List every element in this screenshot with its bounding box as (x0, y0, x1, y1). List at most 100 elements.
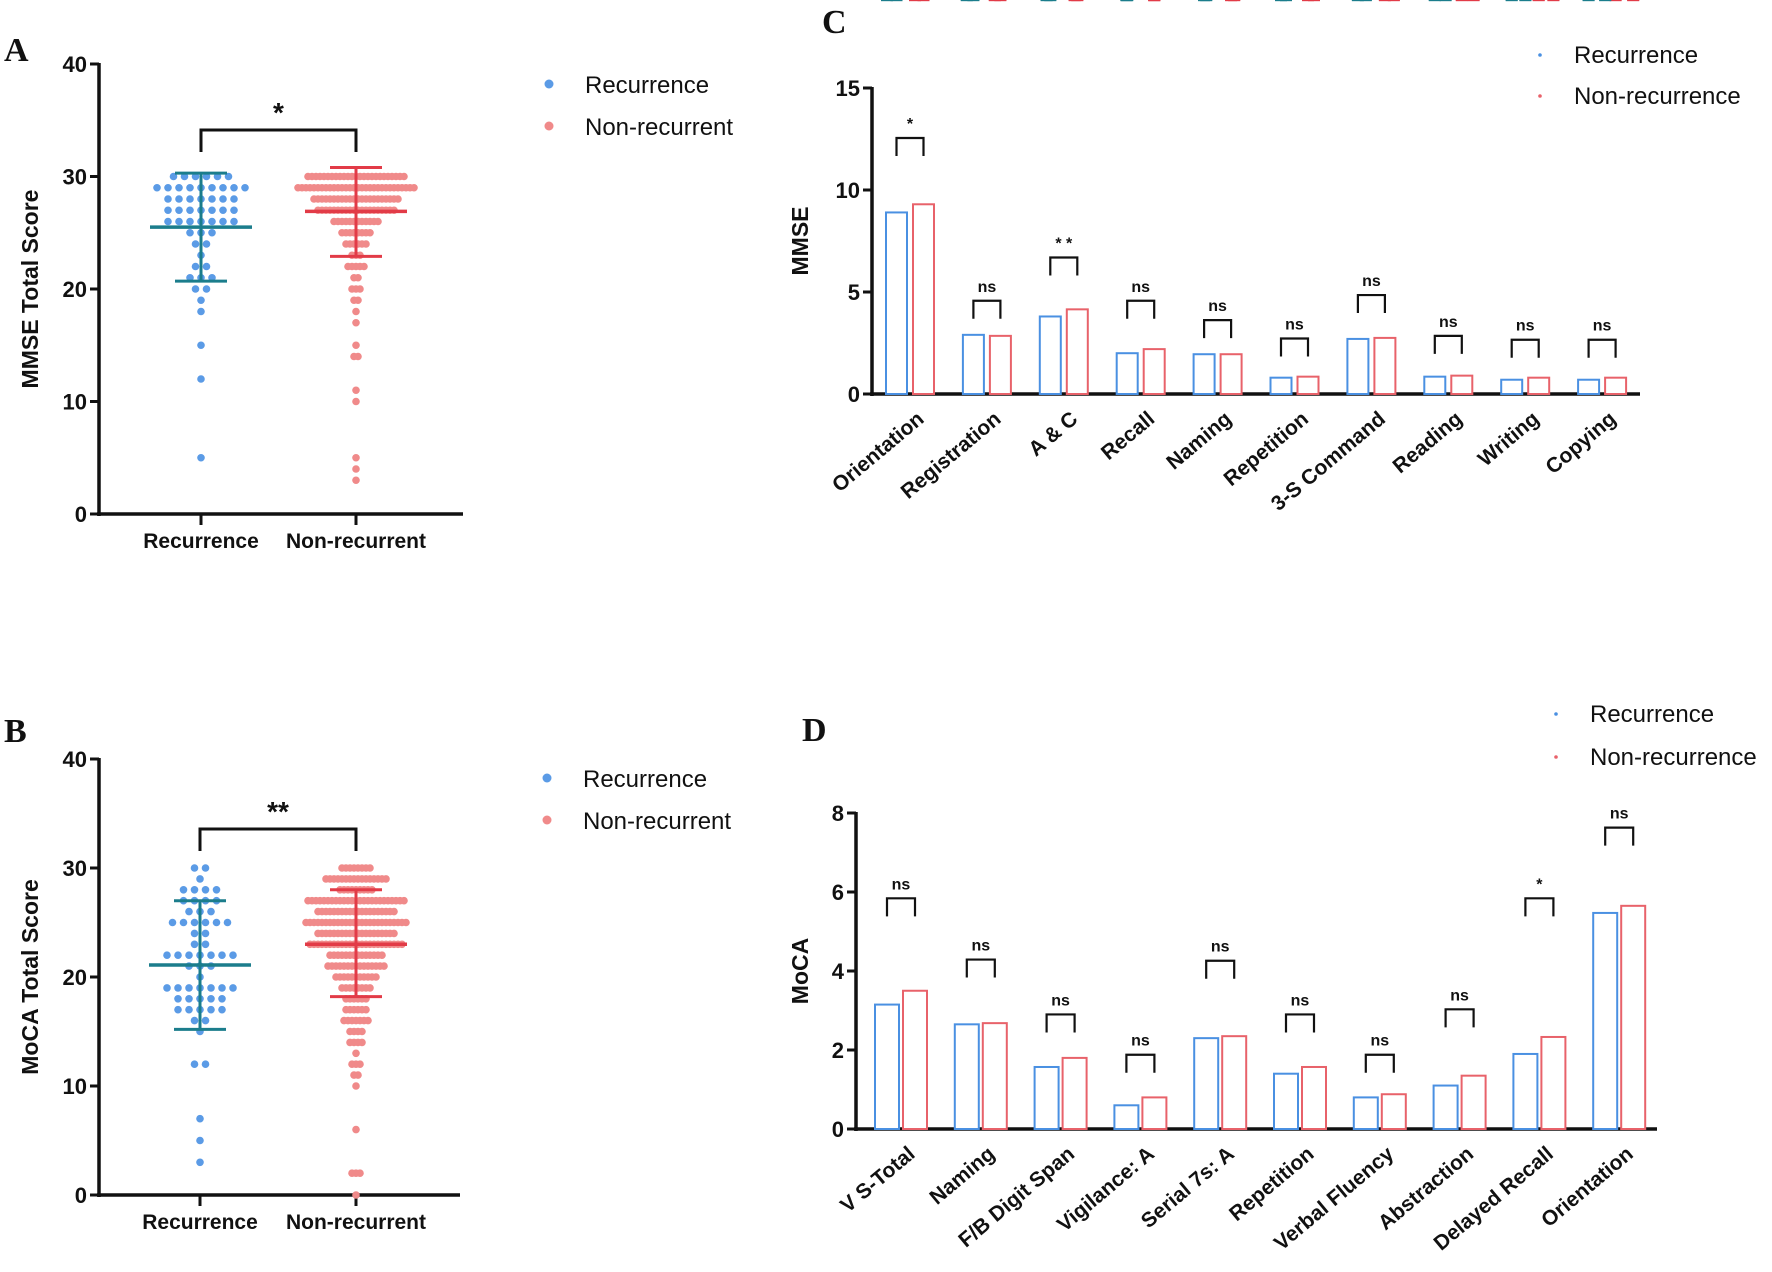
bar-non-recurrence (1141, 1096, 1168, 1131)
y-tick-label: 30 (63, 856, 87, 881)
y-tick-label: 10 (63, 1074, 87, 1099)
bar-recurrence (1269, 376, 1293, 395)
bar-recurrence (1512, 1052, 1539, 1130)
data-point (174, 995, 182, 1003)
data-point (212, 918, 221, 927)
y-tick-label: 40 (63, 52, 87, 77)
significance-bracket (1587, 338, 1617, 358)
bar-non-recurrence (1061, 1056, 1088, 1131)
data-point (163, 951, 171, 959)
data-point (352, 1125, 360, 1134)
legend-label: Non-recurrent (585, 114, 733, 141)
y-tick-label: 0 (75, 502, 87, 527)
significance-bracket (1205, 959, 1236, 979)
x-tick-label: A & C (1024, 407, 1082, 461)
data-point (390, 929, 398, 938)
data-point (358, 1027, 366, 1036)
bar-recurrence (1192, 353, 1216, 395)
bar-recurrence (1273, 1072, 1299, 1130)
x-tick-label: Writing (1474, 407, 1544, 471)
data-point (185, 984, 193, 992)
significance-label: * (907, 116, 914, 133)
data-point (219, 206, 227, 215)
y-tick-label: 0 (848, 382, 860, 407)
data-point (190, 918, 199, 927)
data-point (185, 1005, 193, 1014)
data-point (362, 240, 370, 248)
data-point (354, 273, 362, 282)
significance-bracket (1279, 337, 1310, 357)
significance-bracket (1524, 897, 1555, 917)
data-point (197, 341, 205, 350)
panel-b-moca-scatter: 0 10 20 30 40 MoCA Total Score Recurrence Non-r… (17, 747, 731, 1234)
bar-non-recurrence (1540, 1035, 1567, 1130)
panel-label-c: C (822, 4, 847, 41)
legend-marker-non-recurrent (542, 815, 552, 825)
data-point (410, 183, 418, 192)
data-point (218, 951, 226, 959)
bar-recurrence (885, 211, 908, 395)
data-point (202, 240, 211, 248)
bar-non-recurrence (1065, 308, 1089, 395)
y-axis-title: MoCA (787, 938, 813, 1004)
data-point (190, 886, 199, 894)
data-point (197, 307, 205, 316)
data-point (190, 940, 199, 949)
y-tick-label: 10 (836, 178, 860, 203)
data-point (352, 386, 360, 395)
significance-bracket (199, 128, 358, 152)
data-point (164, 195, 172, 203)
data-point (191, 285, 200, 293)
data-point (197, 453, 205, 462)
data-point (354, 296, 362, 305)
bar-non-recurrence (1380, 1093, 1407, 1130)
x-tick-label: Recurrence (143, 530, 259, 553)
data-point (360, 262, 368, 271)
data-point (378, 951, 386, 959)
data-point (230, 183, 238, 192)
significance-bracket (1510, 338, 1540, 358)
data-point (185, 907, 193, 916)
data-point (354, 1071, 362, 1079)
data-point (201, 864, 210, 872)
y-tick-label: 15 (836, 76, 860, 101)
data-point (208, 183, 216, 192)
legend-marker-non-recurrent (544, 121, 554, 131)
y-tick-label: 40 (63, 747, 87, 772)
legend-marker-recurrence (1554, 712, 1558, 716)
data-point (223, 918, 232, 927)
significance-bracket (1284, 1013, 1316, 1033)
panel-label-d: D (802, 712, 827, 749)
data-point (208, 228, 216, 237)
data-point (230, 195, 238, 203)
bar-recurrence (953, 1023, 980, 1130)
data-point (352, 318, 360, 327)
data-point (197, 375, 205, 383)
data-point (185, 951, 193, 959)
significance-label: ** (267, 796, 289, 827)
data-point (174, 951, 182, 959)
legend-label: Recurrence (1590, 701, 1714, 728)
bar-recurrence (1432, 1084, 1459, 1131)
data-point (352, 1049, 360, 1058)
data-point (190, 929, 199, 938)
data-point (186, 217, 194, 226)
y-tick-label: 5 (848, 280, 860, 305)
significance-label: ns (1439, 314, 1458, 331)
y-tick-label: 20 (63, 277, 87, 302)
data-point (352, 307, 360, 316)
y-axis-title: MMSE (787, 207, 813, 276)
significance-bracket (1203, 319, 1233, 339)
legend-marker-non-recurrence (1538, 94, 1542, 98)
data-point (185, 995, 193, 1003)
y-tick-label: 0 (832, 1117, 844, 1142)
data-point (179, 918, 188, 927)
data-point (219, 217, 227, 226)
significance-label: ns (1370, 1033, 1389, 1050)
data-point (191, 240, 200, 248)
data-point (153, 183, 161, 192)
x-tick-label: Non-recurrent (286, 1211, 426, 1234)
data-point (374, 217, 382, 226)
data-point (352, 397, 360, 406)
